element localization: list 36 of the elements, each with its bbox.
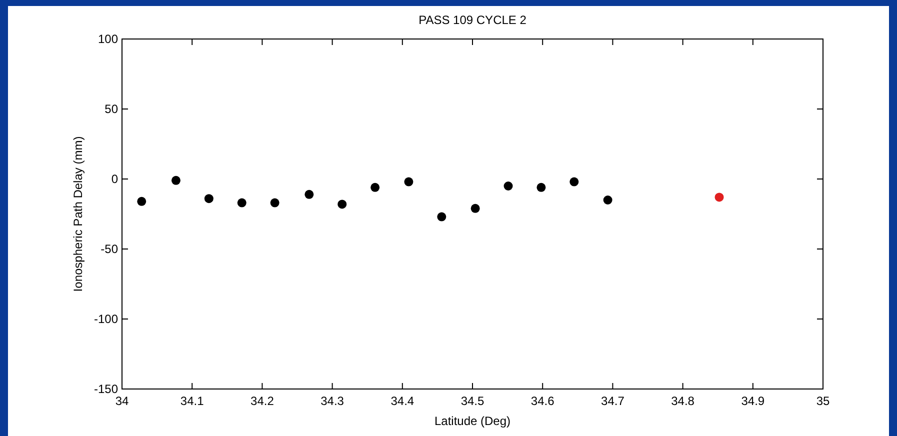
x-tick-label: 34.9 [741, 394, 765, 408]
chart-title: PASS 109 CYCLE 2 [418, 13, 527, 27]
x-axis-title: Latitude (Deg) [434, 414, 511, 428]
x-tick-label: 35 [816, 394, 830, 408]
point [536, 182, 546, 192]
x-tick-label: 34.7 [601, 394, 625, 408]
point [504, 182, 513, 190]
point [137, 196, 146, 206]
x-tick-label: 34.8 [671, 394, 695, 408]
point [404, 177, 414, 186]
x-tick-label: 34.4 [390, 394, 414, 408]
y-tick-label: -50 [100, 242, 118, 256]
x-tick-label: 34.6 [530, 394, 555, 408]
x-tick-label: 34.1 [180, 394, 204, 408]
point [470, 204, 480, 213]
point [714, 192, 724, 202]
y-tick-label: 100 [98, 32, 118, 46]
y-tick-label: 0 [111, 172, 118, 186]
point [171, 176, 180, 185]
point [603, 196, 612, 204]
x-tick-label: 34.2 [250, 394, 274, 408]
x-tick-label: 34 [115, 394, 129, 408]
y-tick-label: -100 [94, 312, 118, 326]
point [570, 177, 579, 186]
x-tick-label: 34.3 [320, 394, 344, 408]
y-axis-title: Ionospheric Path Delay (mm) [71, 136, 85, 292]
point [370, 182, 380, 192]
point [204, 194, 214, 204]
y-tick-label: 50 [104, 102, 118, 116]
point [437, 212, 446, 222]
point [338, 200, 347, 209]
point [237, 198, 246, 208]
point [270, 198, 280, 208]
point [304, 190, 314, 199]
x-tick-label: 34.5 [460, 394, 484, 408]
y-tick-label: -150 [94, 382, 118, 396]
